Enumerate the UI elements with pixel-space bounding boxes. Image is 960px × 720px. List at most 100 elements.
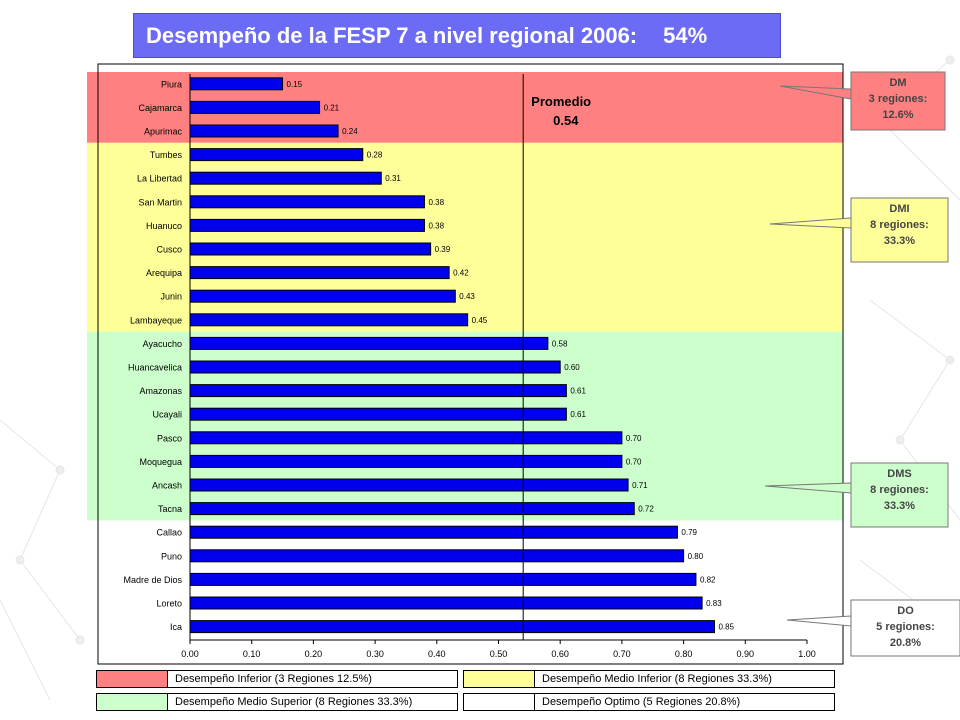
x-tick-label: 0.30 [366,649,384,659]
x-tick-label: 0.10 [243,649,261,659]
value-label-junin: 0.43 [459,292,475,301]
category-label-loreto: Loreto [156,599,182,609]
callout-line: DMI [889,203,909,215]
legend-item-medio-inferior: Desempeño Medio Inferior (8 Regiones 33.… [463,670,835,688]
bar-cajamarca [189,100,321,114]
value-label-tacna: 0.72 [638,505,654,514]
chart-title: Desempeño de la FESP 7 a nivel regional … [146,23,638,48]
callout-dm: DM 3 regiones: 12.6% [779,71,946,131]
value-label-huanuco: 0.38 [428,221,444,230]
value-label-huancavelica: 0.60 [564,363,580,372]
value-label-arequipa: 0.42 [453,269,469,278]
x-tick-label: 0.00 [181,649,199,659]
value-label-ica: 0.85 [718,623,734,632]
promedio-label: Promedio [531,94,591,109]
value-label-ayacucho: 0.58 [552,339,568,348]
band-medio-inferior [87,142,843,332]
callout-box [850,599,960,657]
category-label-tacna: Tacna [158,504,182,514]
bar-pasco [189,431,623,445]
bar-puno [189,549,685,563]
chart-title-value: 54% [663,23,708,48]
bar-ucayali [189,407,567,421]
x-tick-label: 0.60 [551,649,569,659]
callout-line: 33.3% [884,235,915,247]
legend-label-medio-superior: Desempeño Medio Superior (8 Regiones 33.… [175,696,413,708]
value-label-apurimac: 0.24 [342,127,358,136]
category-label-cajamarca: Cajamarca [138,103,182,113]
bar-lambayeque [189,313,469,327]
bar-piura [189,77,284,91]
plot-frame [97,63,844,665]
value-label-cusco: 0.39 [435,245,451,254]
value-label-loreto: 0.83 [706,599,722,608]
category-label-ayacucho: Ayacucho [143,339,182,349]
bar-ayacucho [189,336,549,350]
legend-label-optimo: Desempeño Optimo (5 Regiones 20.8%) [542,696,741,708]
chart-title-banner: Desempeño de la FESP 7 a nivel regional … [133,13,781,58]
category-label-tumbes: Tumbes [150,150,183,160]
callout-line: 33.3% [884,500,915,512]
legend-item-medio-superior: Desempeño Medio Superior (8 Regiones 33.… [96,693,458,711]
bar-tumbes [189,148,364,162]
x-tick-label: 0.50 [490,649,508,659]
value-label-lambayeque: 0.45 [472,316,488,325]
category-label-huancavelica: Huancavelica [128,363,182,373]
callout-line: DM [889,77,906,89]
value-label-madre-de-dios: 0.82 [700,575,716,584]
value-label-piura: 0.15 [287,80,303,89]
x-tick-label: 1.00 [798,649,816,659]
callout-line: 8 regiones: [870,219,929,231]
bar-amazonas [189,384,567,398]
value-label-tumbes: 0.28 [367,151,383,160]
legend-item-optimo: Desempeño Optimo (5 Regiones 20.8%) [463,693,835,711]
callout-line: 20.8% [890,637,921,649]
callout-line: 12.6% [882,109,913,121]
callout-line: 5 regiones: [876,621,935,633]
callout-pointer [786,615,852,627]
category-label-amazonas: Amazonas [139,386,182,396]
category-label-ica: Ica [170,622,182,632]
callout-dmi: DMI 8 regiones: 33.3% [769,197,949,263]
category-label-huanuco: Huanuco [146,221,182,231]
bar-ancash [189,478,629,492]
legend-item-inferior: Desempeño Inferior (3 Regiones 12.5%) [96,670,458,688]
value-label-ucayali: 0.61 [570,410,586,419]
bar-tacna [189,502,635,516]
callout-box [850,197,949,263]
value-label-puno: 0.80 [688,552,704,561]
legend-swatch-inferior [97,671,168,687]
bar-moquegua [189,454,623,468]
callout-box [850,462,949,528]
value-label-moquegua: 0.70 [626,457,642,466]
value-label-amazonas: 0.61 [570,387,586,396]
legend-swatch-medio-superior [97,694,168,710]
bar-huancavelica [189,360,561,374]
category-label-arequipa: Arequipa [146,268,182,278]
x-tick-label: 0.80 [675,649,693,659]
legend-label-medio-inferior: Desempeño Medio Inferior (8 Regiones 33.… [542,673,772,685]
bar-apurimac [189,124,339,138]
bar-arequipa [189,266,450,280]
callout-line: DMS [887,468,911,480]
category-label-puno: Puno [161,551,182,561]
category-label-san-martin: San Martin [138,197,182,207]
callout-line: 8 regiones: [870,484,929,496]
category-label-lambayeque: Lambayeque [130,315,182,325]
bar-ica [189,620,715,634]
promedio-value: 0.54 [553,113,579,128]
callout-box [850,71,946,131]
value-label-pasco: 0.70 [626,434,642,443]
bar-madre-de-dios [189,572,697,586]
category-label-ucayali: Ucayali [152,410,182,420]
bar-junin [189,289,456,303]
bar-huanuco [189,218,425,232]
bar-callao [189,525,678,539]
value-label-callao: 0.79 [681,528,697,537]
value-label-la-libertad: 0.31 [385,174,401,183]
category-label-moquegua: Moquegua [139,457,182,467]
category-label-pasco: Pasco [157,433,182,443]
callout-line: DO [897,605,914,617]
bar-loreto [189,596,703,610]
